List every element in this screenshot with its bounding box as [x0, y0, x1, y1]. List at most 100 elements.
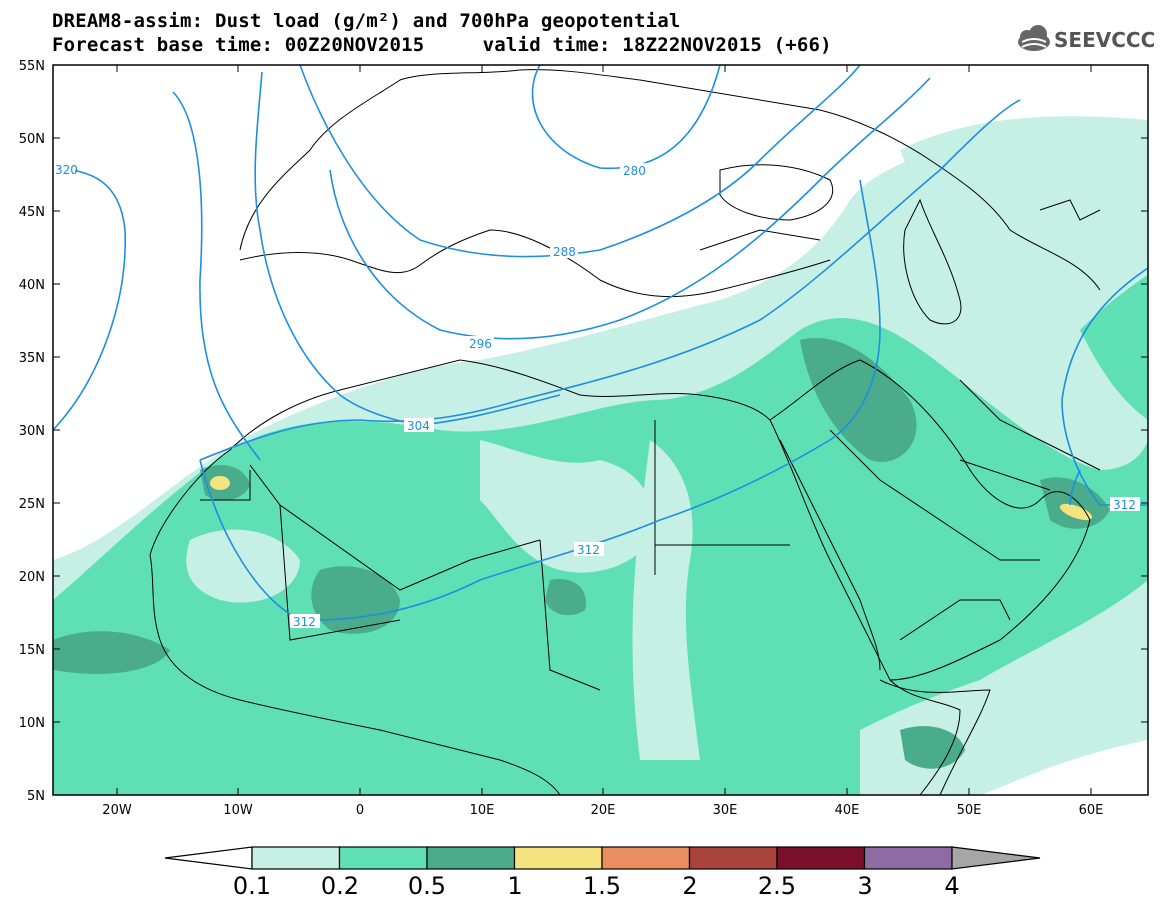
colorbar-box [601, 846, 691, 870]
isohypse-label: 312 [577, 543, 600, 557]
border-iran [959, 379, 1101, 471]
isohypse-312-b [1061, 267, 1149, 506]
isohypse-label: 312 [1113, 498, 1136, 512]
dust-dark-region-7 [545, 579, 586, 616]
geopotential-contours [52, 64, 1149, 622]
lat-label: 35N [19, 351, 45, 366]
colorbar-low-arrow [164, 846, 253, 870]
dust-dark-region-1 [800, 338, 917, 462]
persian-gulf [959, 459, 1051, 491]
colorbar: 0.1 0.2 0.5 1 1.5 2 2.5 3 4 [164, 846, 1041, 900]
border-kazakh [1039, 199, 1101, 221]
colorbar-box [338, 846, 428, 870]
colorbar-label: 1 [507, 872, 522, 900]
dust-light-westsahara-patch [186, 529, 300, 603]
colorbar-label: 3 [857, 872, 872, 900]
lon-label: 20E [591, 803, 616, 818]
isohypse-296 [329, 77, 931, 340]
isohypse-west-2 [254, 71, 561, 426]
colorbar-label: 2 [682, 872, 697, 900]
isohypse-label: 280 [623, 164, 646, 178]
border-greece-turkey [699, 229, 821, 251]
border-mauritania [200, 470, 251, 501]
colorbar-label: 0.2 [321, 872, 359, 900]
isohypse-304 [199, 99, 1021, 461]
dust-mid-arabia-region [1080, 275, 1148, 420]
cloud-icon [1018, 25, 1050, 51]
red-sea [779, 439, 881, 671]
dust-yellow-region-2 [1059, 503, 1093, 521]
lon-label: 20W [102, 803, 132, 818]
dust-dark-region-5 [1040, 477, 1110, 529]
caspian-sea [903, 198, 962, 325]
isohypse-312-c [1069, 469, 1081, 506]
west-africa-coast [149, 554, 561, 796]
dust-dark-region-6 [900, 726, 965, 769]
lat-label: 5N [27, 789, 45, 804]
lon-label: 50E [957, 803, 982, 818]
black-sea [719, 164, 833, 221]
map-area: 320 280 288 296 304 312 312 312 [19, 59, 1149, 818]
colorbar-box [251, 846, 341, 870]
europe-outline [239, 69, 1101, 291]
colorbar-label: 0.1 [233, 872, 271, 900]
isohypse-288 [299, 64, 861, 258]
colorbar-box [426, 846, 516, 870]
border-mali-niger [279, 504, 401, 641]
lon-label: 10W [223, 803, 253, 818]
colorbar-box [863, 846, 953, 870]
colorbar-label: 4 [944, 872, 959, 900]
colorbar-label: 0.5 [408, 872, 446, 900]
isohypse-label: 304 [407, 419, 430, 433]
lon-label: 30E [713, 803, 738, 818]
latitude-labels: 55N 50N 45N 40N 35N 30N 25N 20N 15N 10N … [19, 59, 45, 804]
lon-label: 40E [835, 803, 860, 818]
lat-label: 25N [19, 497, 45, 512]
lat-label: 30N [19, 424, 45, 439]
map-title: DREAM8-assim: Dust load (g/m²) and 700hP… [52, 10, 681, 32]
dust-dark-region-3 [53, 631, 170, 674]
isohypse-label: 320 [55, 163, 78, 177]
isohypse-west-1 [172, 91, 261, 461]
dust-light-north-region [900, 116, 1148, 200]
lat-label: 20N [19, 570, 45, 585]
lon-label: 60E [1079, 803, 1104, 818]
longitude-axis [116, 65, 1092, 795]
colorbar-labels: 0.1 0.2 0.5 1 1.5 2 2.5 3 4 [233, 872, 960, 900]
lat-label: 45N [19, 205, 45, 220]
horn-of-africa [879, 679, 991, 796]
isohypse-label: 312 [293, 615, 316, 629]
mediterranean-north-coast [239, 229, 831, 298]
isohypse-label: 296 [469, 337, 492, 351]
colorbar-label: 2.5 [758, 872, 796, 900]
colorbar-box [776, 846, 866, 870]
lat-label: 15N [19, 643, 45, 658]
colorbar-label: 1.5 [583, 872, 621, 900]
lat-label: 50N [19, 132, 45, 147]
seevccc-logo: SEEVCCC [1014, 22, 1156, 58]
lat-label: 40N [19, 278, 45, 293]
lat-label: 10N [19, 716, 45, 731]
isohypse-label: 288 [553, 245, 576, 259]
longitude-labels: 20W 10W 0 10E 20E 30E 40E 50E 60E [102, 803, 1103, 818]
colorbar-box [688, 846, 778, 870]
lat-label: 55N [19, 59, 45, 74]
logo-text: SEEVCCC [1054, 28, 1156, 52]
colorbar-high-arrow [951, 846, 1041, 870]
border-yemen [899, 599, 1011, 641]
border-chad [539, 539, 601, 691]
colorbar-boxes [251, 846, 953, 870]
border-saudi [829, 429, 1040, 561]
lon-label: 10E [470, 803, 495, 818]
latitude-axis [53, 64, 1148, 723]
colorbar-box [513, 846, 603, 870]
forecast-time-subtitle: Forecast base time: 00Z20NOV2015 valid t… [52, 34, 832, 56]
lon-label: 0 [356, 803, 364, 818]
border-algeria-mali [249, 464, 541, 591]
isohypse-320-west [52, 167, 126, 431]
dust-dark-region-2 [311, 566, 400, 634]
dust-light-egypt-patch [632, 440, 700, 760]
coastlines-borders [149, 69, 1101, 796]
isohypse-280 [531, 64, 721, 170]
